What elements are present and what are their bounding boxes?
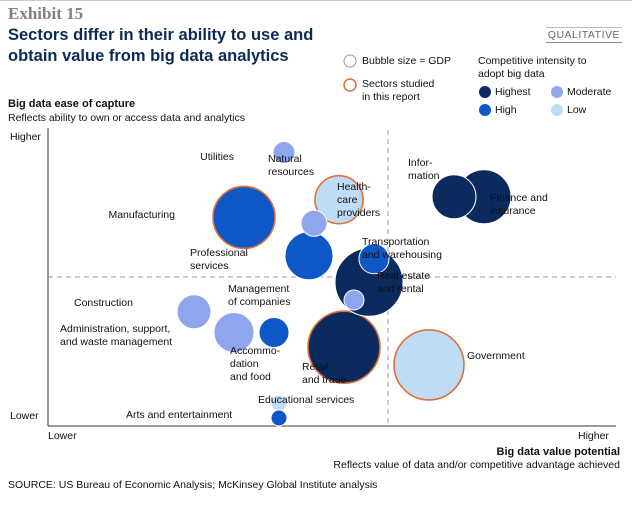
bubble-management-of-companies bbox=[343, 289, 365, 311]
bubble-labels-layer: Utilities Natural resources Health-care prov… bbox=[60, 151, 548, 421]
legend-swatch-high bbox=[479, 104, 491, 116]
y-axis-low-label: Lower bbox=[10, 410, 39, 422]
bubble-construction bbox=[176, 294, 212, 330]
legend-intensity-line-1: Competitive intensity to bbox=[478, 55, 587, 67]
title-line-2: obtain value from big data analytics bbox=[8, 47, 289, 65]
bubble-government bbox=[393, 329, 465, 401]
legend-marks bbox=[343, 54, 563, 116]
label-real-estate-and-rental: Real estate and rental bbox=[377, 270, 430, 295]
bubble-professional-services bbox=[284, 231, 334, 281]
label-management-of-companies: Management of companies bbox=[228, 283, 290, 308]
bubble-arts-and-entertainment bbox=[270, 409, 288, 427]
chart-title: Sectors differ in their ability to use a… bbox=[8, 25, 338, 67]
label-arts-and-entertainment: Arts and entertainment bbox=[126, 409, 232, 421]
legend-swatch-low bbox=[551, 104, 563, 116]
label-professional-services: Professional services bbox=[190, 247, 248, 272]
legend-swatch-highest bbox=[479, 86, 491, 98]
label-finance-and-insurance: Finance and insurance bbox=[490, 192, 548, 217]
bubble-administration-support-and-waste-management bbox=[213, 311, 255, 353]
legend-studied-icon bbox=[343, 78, 357, 92]
label-retail-and-trade: Retail and trade bbox=[302, 361, 347, 386]
label-administration-support-and-waste-management: Administration, support, and waste manage… bbox=[60, 323, 172, 348]
legend-label-high: High bbox=[495, 104, 517, 116]
label-utilities: Utilities bbox=[200, 151, 234, 163]
x-axis-subtitle: Reflects value of data and/or competitiv… bbox=[333, 459, 620, 471]
top-rule bbox=[0, 0, 632, 1]
legend-size-icon bbox=[343, 54, 357, 68]
label-construction: Construction bbox=[74, 297, 133, 309]
bubble-utilities bbox=[272, 141, 296, 164]
legend-studied-line-2: in this report bbox=[362, 91, 420, 103]
legend-label-low: Low bbox=[567, 104, 587, 116]
bubble-natural-resources bbox=[300, 209, 328, 237]
legend-intensity-line-2: adopt big data bbox=[478, 68, 545, 80]
label-health-care-providers: Health-care providers bbox=[337, 181, 380, 219]
label-accommodation-and-food: Accommo-dation and food bbox=[230, 345, 281, 383]
exhibit-label: Exhibit 15 bbox=[8, 4, 84, 23]
qualitative-badge: QUALITATIVE bbox=[545, 27, 622, 43]
x-axis-title: Big data value potential bbox=[496, 446, 620, 458]
legend-studied-line-1: Sectors studied bbox=[362, 78, 435, 90]
bubble-manufacturing bbox=[212, 185, 276, 250]
bubble-health-care-providers bbox=[314, 174, 364, 225]
bubble-accommodation-and-food bbox=[258, 316, 290, 348]
y-axis-subtitle: Reflects ability to own or access data a… bbox=[8, 112, 245, 124]
legend-intensity-title: Competitive intensity to adopt big data bbox=[478, 55, 587, 81]
label-natural-resources: Natural resources bbox=[268, 153, 314, 178]
legend-swatch-moderate bbox=[551, 86, 563, 98]
source-note: SOURCE: US Bureau of Economic Analysis; … bbox=[8, 479, 378, 491]
label-educational-services: Educational services bbox=[258, 394, 354, 406]
bubble-retail-and-trade bbox=[307, 310, 381, 385]
legend-studied: Sectors studied in this report bbox=[362, 78, 434, 104]
x-axis-low-label: Lower bbox=[48, 430, 77, 442]
legend-label-highest: Highest bbox=[495, 86, 531, 98]
legend-size-note: Bubble size = GDP bbox=[362, 55, 452, 67]
x-axis-high-label: Higher bbox=[578, 430, 609, 442]
bubble-information bbox=[431, 174, 477, 220]
label-manufacturing: Manufacturing bbox=[108, 209, 175, 221]
y-axis-high-label: Higher bbox=[10, 131, 41, 143]
bubble-transportation-and-warehousing bbox=[358, 243, 390, 275]
label-government: Government bbox=[467, 350, 525, 362]
bubbles-layer bbox=[176, 141, 512, 427]
legend-label-moderate: Moderate bbox=[567, 86, 612, 98]
label-transportation-and-warehousing: Transportation and warehousing bbox=[362, 236, 442, 261]
y-axis-title: Big data ease of capture bbox=[8, 98, 136, 110]
label-information: Infor-mation bbox=[408, 157, 440, 182]
title-line-1: Sectors differ in their ability to use a… bbox=[8, 26, 314, 44]
